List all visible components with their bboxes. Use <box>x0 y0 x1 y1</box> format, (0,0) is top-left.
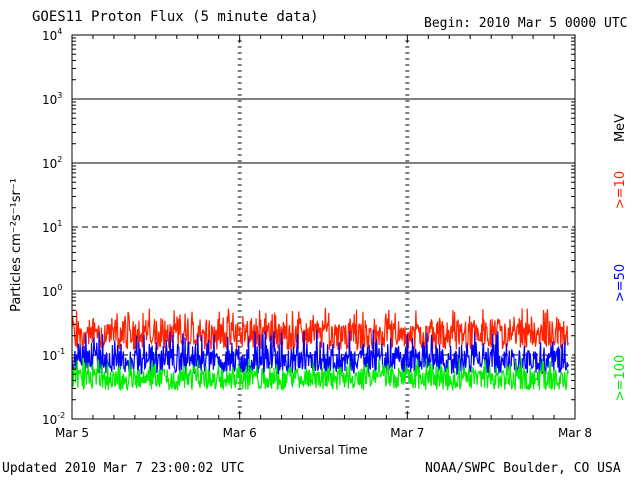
y-tick-label: 103 <box>42 91 62 107</box>
x-tick-label: Mar 7 <box>390 426 424 440</box>
x-tick-label: Mar 6 <box>223 426 257 440</box>
y-tick-labels: 10-2 10-1 100 101 102 103 104 <box>42 27 65 427</box>
x-tick-label: Mar 5 <box>55 426 89 440</box>
y-tick-label: 10-2 <box>42 411 65 427</box>
x-tick-label: Mar 8 <box>558 426 592 440</box>
legend-entry: >=10 <box>613 171 628 209</box>
legend-entry: >=50 <box>613 264 628 302</box>
series-line-100mev <box>71 357 569 391</box>
begin-time: Begin: 2010 Mar 5 0000 UTC <box>424 16 628 31</box>
y-tick-label: 10-1 <box>42 347 65 363</box>
organization-label: NOAA/SWPC Boulder, CO USA <box>425 461 621 476</box>
plot-frame <box>71 34 576 420</box>
legend-unit-label: MeV <box>613 114 628 142</box>
plot-border <box>71 34 576 420</box>
legend: MeV >=10 >=50 >=100 <box>613 114 628 401</box>
legend-entry: >=100 <box>613 355 628 402</box>
y-axis-label: Particles cm⁻²s⁻¹sr⁻¹ <box>9 178 24 312</box>
chart-title: GOES11 Proton Flux (5 minute data) <box>32 9 319 25</box>
series-lines <box>71 307 569 391</box>
series-line-10mev <box>71 307 569 352</box>
x-tick-labels: Mar 5 Mar 6 Mar 7 Mar 8 <box>55 426 592 440</box>
y-tick-label: 104 <box>42 27 62 43</box>
y-tick-label: 101 <box>42 219 62 235</box>
y-tick-label: 100 <box>42 283 62 299</box>
y-tick-label: 102 <box>42 155 62 171</box>
updated-timestamp: Updated 2010 Mar 7 23:00:02 UTC <box>2 461 245 476</box>
x-axis-label: Universal Time <box>278 443 367 457</box>
